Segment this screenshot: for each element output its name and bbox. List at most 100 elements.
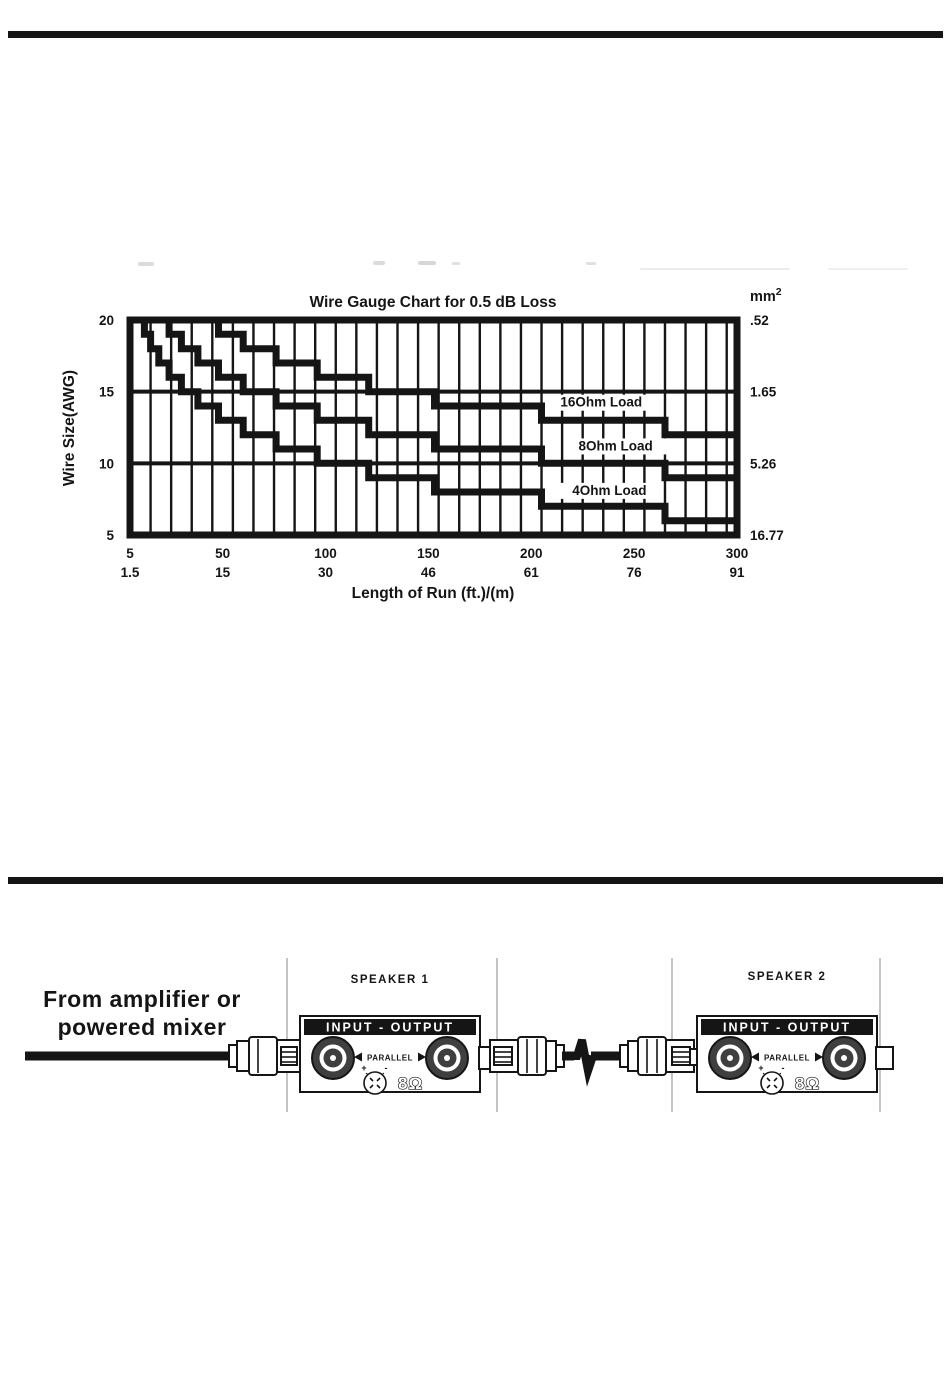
parallel-arrow-left-icon <box>751 1052 759 1062</box>
x-tick-ft: 150 <box>417 546 440 561</box>
polarity-minus-label: - <box>385 1063 388 1073</box>
x-tick-ft: 300 <box>726 546 749 561</box>
plug-gland <box>236 1040 250 1072</box>
wire-gauge-chart: Wire Gauge Chart for 0.5 dB Loss mm2 Wir… <box>61 286 784 602</box>
artifact-smudge <box>452 262 460 265</box>
speaker2-label: SPEAKER 2 <box>748 971 827 983</box>
cable-break-zigzag <box>571 1038 597 1087</box>
polarity-plus-label: + <box>758 1063 763 1073</box>
pinout-slot <box>369 1077 374 1082</box>
pinout-slot <box>376 1077 381 1082</box>
pinout-slot <box>766 1077 771 1082</box>
pinout-slot <box>773 1084 778 1089</box>
parallel-arrow-right-icon <box>418 1052 426 1062</box>
panel-header-label: INPUT - OUTPUT <box>723 1021 851 1035</box>
socket-center <box>841 1055 847 1061</box>
x-tick-ft: 100 <box>314 546 337 561</box>
artifact-smudge <box>640 268 790 270</box>
y-tick-mm2: 16.77 <box>750 528 784 543</box>
panel-header-label: INPUT - OUTPUT <box>326 1021 454 1035</box>
series-label: 16Ohm Load <box>560 395 642 410</box>
artifact-smudge <box>586 262 596 265</box>
pinout-icon <box>760 1071 784 1095</box>
x-tick-ft: 250 <box>623 546 646 561</box>
x-tick-m: 1.5 <box>121 565 140 580</box>
series-label: 8Ohm Load <box>578 438 652 453</box>
top-rule <box>8 31 943 38</box>
socket-center <box>444 1055 450 1061</box>
series-label: 4Ohm Load <box>572 483 646 498</box>
parallel-label: PARALLEL <box>764 1054 810 1063</box>
series-8ohm-load <box>130 316 737 482</box>
x-tick-ft: 5 <box>126 546 134 561</box>
mm2-unit-superscript: 2 <box>776 286 782 298</box>
chart-title: Wire Gauge Chart for 0.5 dB Loss <box>309 294 556 311</box>
x-tick-ft: 50 <box>215 546 230 561</box>
polarity-plus-label: + <box>361 1063 366 1073</box>
pinout-icon <box>363 1071 387 1095</box>
plug-barrel <box>248 1036 278 1076</box>
impedance-label: 8Ω <box>795 1074 820 1093</box>
y-tick-mm2: 1.65 <box>750 385 777 400</box>
y-tick-awg: 10 <box>99 456 114 471</box>
mm2-unit-label: mm2 <box>750 286 782 305</box>
plug-barrel <box>637 1036 667 1076</box>
source-device-label-line1: From amplifier or <box>43 986 241 1012</box>
speaker1-label: SPEAKER 1 <box>351 974 430 986</box>
speaker-wiring-diagram: SPEAKER 1 SPEAKER 2 From amplifier or po… <box>25 958 894 1112</box>
speaker2-panel: INPUT - OUTPUT PARALLEL + - <box>696 1015 894 1095</box>
series-label-bg <box>549 394 654 411</box>
x-axis-title: Length of Run (ft.)/(m) <box>352 585 515 602</box>
plot-border <box>126 316 741 539</box>
socket-center <box>330 1055 336 1061</box>
speakon-socket <box>311 1036 355 1080</box>
pinout-slot <box>766 1084 771 1089</box>
artifact-smudge <box>373 261 385 265</box>
x-tick-m: 46 <box>421 565 437 580</box>
speakon-socket <box>708 1036 752 1080</box>
plug-gland <box>545 1040 557 1072</box>
panel-header-bar <box>304 1019 476 1035</box>
speakon-plug-left <box>489 1036 565 1076</box>
speakon-socket <box>425 1036 469 1080</box>
socket-center <box>727 1055 733 1061</box>
speakon-plug-right <box>619 1036 702 1076</box>
speakon-plug-amp <box>228 1036 312 1076</box>
plug-gland <box>228 1044 238 1068</box>
series-label-bg <box>563 438 668 455</box>
x-tick-ft: 200 <box>520 546 543 561</box>
y-tick-awg: 20 <box>99 313 114 328</box>
artifact-smudge <box>138 262 154 266</box>
panel-tab <box>875 1046 894 1070</box>
panel-header-bar <box>701 1019 873 1035</box>
pinout-slot <box>369 1084 374 1089</box>
y-tick-mm2: .52 <box>750 313 769 328</box>
x-tick-m: 15 <box>215 565 231 580</box>
y-tick-awg: 5 <box>106 528 114 543</box>
pinout-slot <box>773 1077 778 1082</box>
speakon-socket <box>822 1036 866 1080</box>
artifact-smudge <box>418 261 436 265</box>
plug-gland <box>619 1044 629 1068</box>
section-divider-rule <box>8 877 943 884</box>
plug-barrel <box>517 1036 547 1076</box>
y-axis-title: Wire Size(AWG) <box>61 370 78 486</box>
x-tick-m: 91 <box>729 565 745 580</box>
pinout-circle <box>760 1071 784 1095</box>
source-device-label-line2: powered mixer <box>58 1014 227 1040</box>
y-tick-awg: 15 <box>99 385 115 400</box>
x-tick-m: 76 <box>627 565 643 580</box>
parallel-label: PARALLEL <box>367 1054 413 1063</box>
pinout-circle <box>363 1071 387 1095</box>
parallel-arrow-right-icon <box>815 1052 823 1062</box>
speaker1-panel: INPUT - OUTPUT PARALLEL + - <box>299 1015 497 1095</box>
series-4ohm-load <box>130 316 737 525</box>
parallel-arrow-left-icon <box>354 1052 362 1062</box>
mm2-unit-text: mm <box>750 289 776 305</box>
x-tick-m: 61 <box>524 565 540 580</box>
series-label-bg <box>557 482 662 499</box>
interconnect-cable-assembly <box>489 1036 702 1087</box>
plug-gland <box>627 1040 639 1072</box>
x-tick-m: 30 <box>318 565 333 580</box>
